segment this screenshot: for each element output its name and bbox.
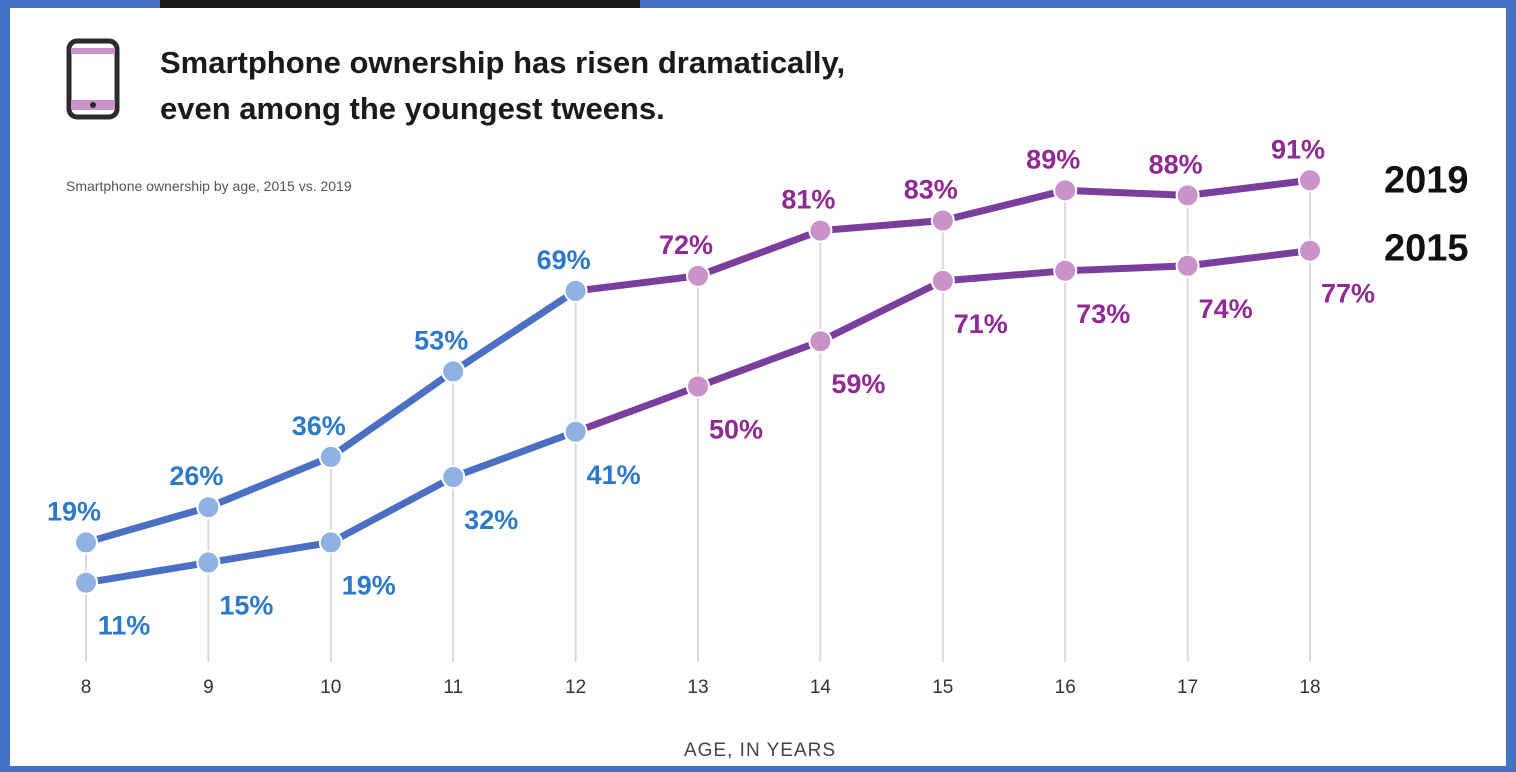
data-point — [1175, 253, 1200, 278]
data-point — [1053, 178, 1078, 203]
chart-subtitle: Smartphone ownership by age, 2015 vs. 20… — [66, 178, 352, 194]
data-point — [808, 218, 833, 243]
data-label: 83% — [904, 175, 958, 205]
chart-title-line-2: even among the youngest tweens. — [160, 91, 665, 126]
data-point — [196, 495, 221, 520]
data-label: 91% — [1271, 134, 1325, 164]
x-tick-label: 17 — [1177, 677, 1198, 698]
data-label: 89% — [1026, 144, 1080, 174]
data-point — [441, 465, 466, 490]
data-point — [1053, 258, 1078, 283]
data-label: 69% — [537, 245, 591, 275]
data-label: 53% — [414, 325, 468, 355]
data-label: 73% — [1076, 299, 1130, 329]
data-label: 26% — [169, 461, 223, 491]
cropped-header-strip — [160, 0, 640, 8]
x-tick-label: 11 — [443, 677, 463, 698]
x-axis-label: AGE, IN YEARS — [684, 740, 836, 761]
data-point — [1298, 238, 1322, 263]
data-point — [686, 374, 710, 399]
data-label: 81% — [781, 185, 835, 215]
data-label: 19% — [47, 496, 101, 526]
data-point — [1175, 183, 1200, 208]
data-point — [74, 530, 98, 555]
data-point — [196, 550, 221, 575]
smartphone-icon — [66, 38, 120, 120]
data-label: 50% — [709, 415, 763, 445]
data-label: 41% — [587, 460, 641, 490]
x-tick-label: 8 — [81, 677, 92, 698]
data-label: 72% — [659, 230, 713, 260]
data-label: 88% — [1149, 149, 1203, 179]
data-point — [318, 444, 343, 469]
x-tick-label: 14 — [810, 677, 832, 698]
legend-label: 2019 — [1384, 159, 1469, 201]
data-point — [1298, 168, 1322, 193]
data-label: 71% — [954, 309, 1008, 339]
data-point — [563, 419, 588, 444]
data-point — [441, 359, 466, 384]
x-tick-label: 16 — [1055, 677, 1076, 698]
data-point — [808, 329, 833, 354]
x-tick-label: 12 — [565, 677, 586, 698]
legend-label: 2015 — [1384, 228, 1469, 270]
data-label: 59% — [831, 369, 885, 399]
data-label: 19% — [342, 570, 396, 600]
data-point — [318, 530, 343, 555]
data-label: 36% — [292, 411, 346, 441]
x-tick-label: 18 — [1299, 677, 1320, 698]
data-point — [74, 570, 98, 595]
data-label: 77% — [1321, 279, 1375, 309]
data-point — [686, 263, 710, 288]
data-label: 32% — [464, 505, 518, 535]
data-label: 11% — [98, 611, 151, 641]
x-tick-label: 13 — [687, 677, 708, 698]
data-point — [930, 268, 955, 293]
data-point — [930, 208, 955, 233]
chart-title: Smartphone ownership has risen dramatica… — [160, 40, 845, 132]
data-label: 74% — [1199, 294, 1253, 324]
data-label: 15% — [219, 591, 273, 621]
x-tick-label: 15 — [932, 677, 953, 698]
chart-title-line-1: Smartphone ownership has risen dramatica… — [160, 45, 846, 80]
data-point — [563, 278, 588, 303]
x-tick-label: 9 — [203, 677, 214, 698]
x-tick-label: 10 — [320, 677, 341, 698]
